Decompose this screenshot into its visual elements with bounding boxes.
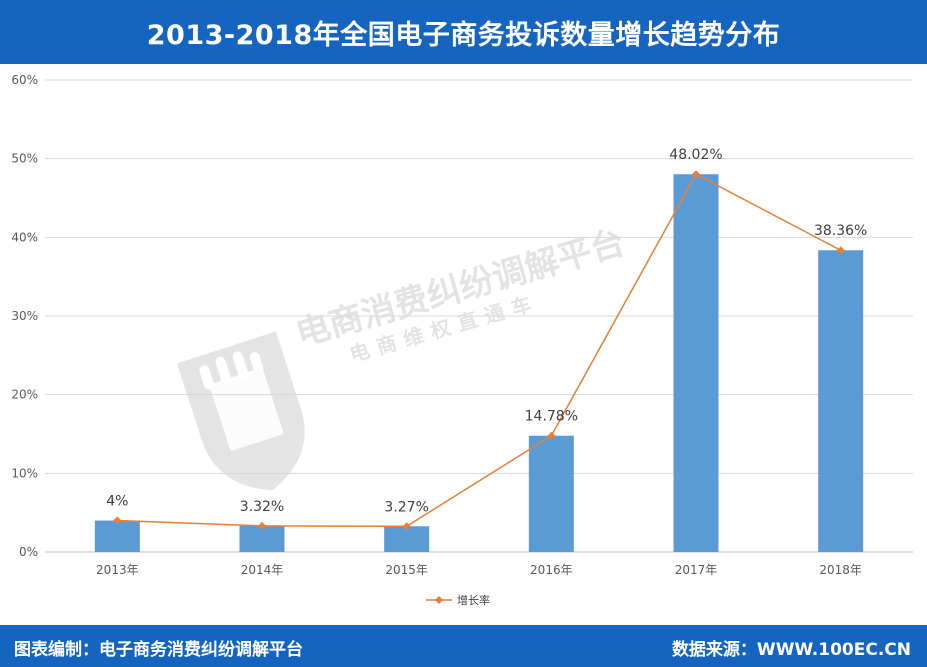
x-tick-label: 2013年 [96, 563, 139, 577]
x-tick-label: 2017年 [675, 563, 718, 577]
line-point [258, 521, 266, 530]
footer-bar: 图表编制：电子商务消费纠纷调解平台 数据来源：WWW.100EC.CN [0, 625, 927, 667]
line-point [113, 516, 122, 525]
data-label: 3.27% [384, 499, 428, 515]
x-tick-label: 2015年 [385, 563, 428, 577]
bar-2016年 [528, 435, 574, 552]
legend-marker [435, 596, 443, 604]
data-label: 38.36% [814, 223, 867, 239]
y-tick-label: 60% [11, 73, 38, 87]
bar-2017年 [673, 174, 719, 552]
line-point [692, 170, 700, 179]
legend: 增长率 [426, 593, 490, 607]
chart-area: 电商消费纠纷调解平台 电商维权直通车 0%10%20%30%40%50%60% … [11, 73, 913, 607]
data-label: 14.78% [525, 409, 578, 425]
data-label: 3.32% [240, 499, 284, 515]
footer-credit: 图表编制：电子商务消费纠纷调解平台 [14, 640, 303, 660]
bar-2015年 [384, 526, 430, 552]
line-point [836, 246, 845, 255]
bar-2018年 [818, 250, 864, 552]
line-point [547, 431, 556, 440]
y-tick-label: 40% [11, 230, 38, 244]
x-tick-label: 2016年 [530, 563, 573, 577]
bar-2014年 [239, 525, 285, 552]
bar-2013年 [94, 520, 140, 552]
data-label: 48.02% [669, 147, 722, 163]
y-tick-label: 10% [11, 466, 38, 480]
y-tick-label: 20% [11, 388, 38, 402]
data-label: 4% [106, 494, 128, 510]
chart-title: 2013-2018年全国电子商务投诉数量增长趋势分布 [0, 0, 927, 64]
x-tick-label: 2014年 [241, 563, 284, 577]
y-tick-label: 30% [11, 309, 38, 323]
line-point [402, 522, 411, 531]
fist-shield-icon [176, 331, 305, 491]
legend-label: 增长率 [457, 593, 490, 607]
growth-rate-line [117, 173, 842, 528]
footer-source: 数据来源：WWW.100EC.CN [671, 640, 911, 660]
x-tick-label: 2018年 [819, 563, 862, 577]
y-tick-label: 0% [19, 545, 38, 559]
y-tick-label: 50% [11, 152, 38, 166]
